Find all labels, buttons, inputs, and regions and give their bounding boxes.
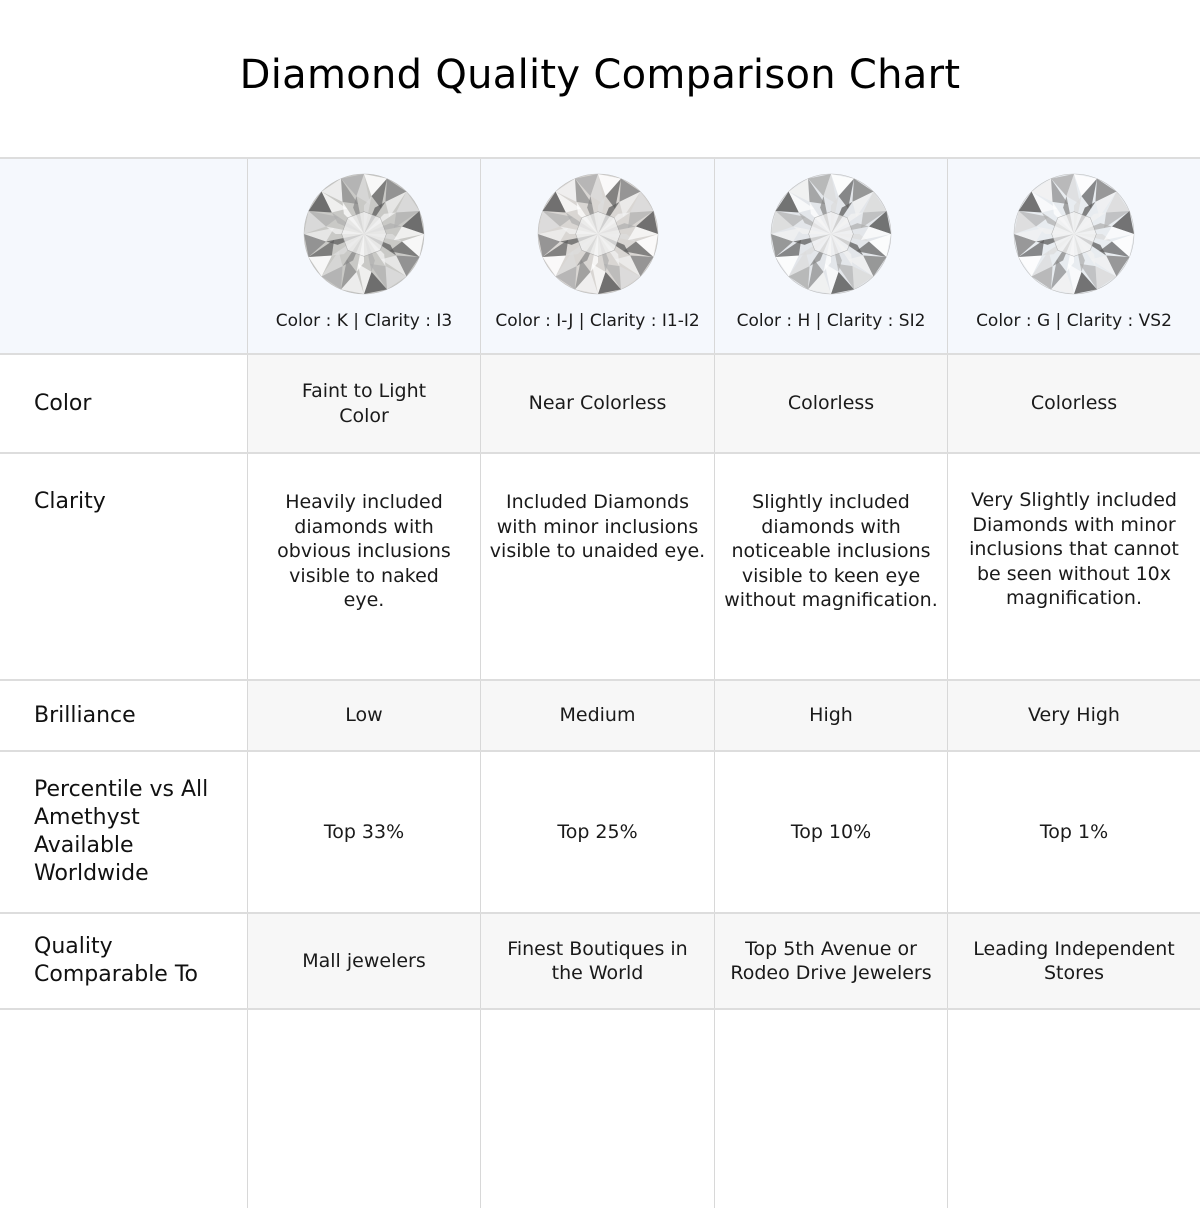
grade-caption: Color : I-J | Clarity : I1-I2	[495, 310, 700, 331]
empty-row	[0, 1008, 1200, 1208]
table-cell: Top 1%	[947, 752, 1200, 912]
empty-cell	[947, 1010, 1200, 1208]
table-cell: Top 33%	[247, 752, 480, 912]
header-cell: Color : H | Clarity : SI2	[714, 159, 947, 353]
table-cell: Low	[247, 681, 480, 750]
page-title: Diamond Quality Comparison Chart	[239, 52, 961, 98]
row-label: Quality Comparable To	[34, 934, 198, 987]
diamond-image	[537, 173, 658, 294]
table-cell: Top 5th Avenue or Rodeo Drive Jewelers	[714, 914, 947, 1008]
header-cell: Color : G | Clarity : VS2	[947, 159, 1200, 353]
table-cell: Top 10%	[714, 752, 947, 912]
header-cell: Color : K | Clarity : I3	[247, 159, 480, 353]
table-cell: Medium	[480, 681, 714, 750]
grade-caption: Color : G | Clarity : VS2	[976, 310, 1172, 331]
table-cell: Finest Boutiques in the World	[480, 914, 714, 1008]
table-cell: Slightly included diamonds with noticeab…	[714, 454, 947, 679]
table-cell: Leading Independent Stores	[947, 914, 1200, 1008]
row-quality: Quality Comparable To Mall jewelers Fine…	[0, 912, 1200, 1008]
table-cell: High	[714, 681, 947, 750]
row-label: Color	[34, 390, 92, 416]
row-label: Brilliance	[34, 702, 136, 728]
empty-cell	[480, 1010, 714, 1208]
grade-caption: Color : K | Clarity : I3	[275, 310, 453, 331]
table-cell: Included Diamonds with minor inclusions …	[480, 454, 714, 679]
empty-cell	[714, 1010, 947, 1208]
diamond-image	[770, 173, 892, 294]
header-row: Color : K | Clarity : I3 Color : I-J | C…	[0, 157, 1200, 353]
table-cell: Very High	[947, 681, 1200, 750]
table-cell: Heavily included diamonds with obvious i…	[247, 454, 480, 679]
empty-cell	[247, 1010, 480, 1208]
row-clarity: Clarity Heavily included diamonds with o…	[0, 452, 1200, 679]
table-cell: Colorless	[714, 355, 947, 452]
row-brilliance: Brilliance Low Medium High Very High	[0, 679, 1200, 750]
row-percentile: Percentile vs All Amethyst Available Wor…	[0, 750, 1200, 912]
diamond-image	[1013, 173, 1135, 294]
header-cell: Color : I-J | Clarity : I1-I2	[480, 159, 714, 353]
table-cell: Faint to Light Color	[247, 355, 480, 452]
comparison-table: Color : K | Clarity : I3 Color : I-J | C…	[0, 157, 1200, 1208]
table-cell: Mall jewelers	[247, 914, 480, 1008]
grade-caption: Color : H | Clarity : SI2	[736, 310, 926, 331]
table-cell: Near Colorless	[480, 355, 714, 452]
table-cell: Colorless	[947, 355, 1200, 452]
header-empty-cell	[0, 159, 247, 353]
table-cell: Very Slightly included Diamonds with min…	[947, 454, 1200, 679]
empty-cell	[0, 1010, 247, 1208]
row-color: Color Faint to Light Color Near Colorles…	[0, 353, 1200, 452]
table-cell: Top 25%	[480, 752, 714, 912]
diamond-image	[303, 173, 425, 294]
row-label: Percentile vs All Amethyst Available Wor…	[34, 777, 209, 886]
row-label: Clarity	[34, 489, 106, 514]
